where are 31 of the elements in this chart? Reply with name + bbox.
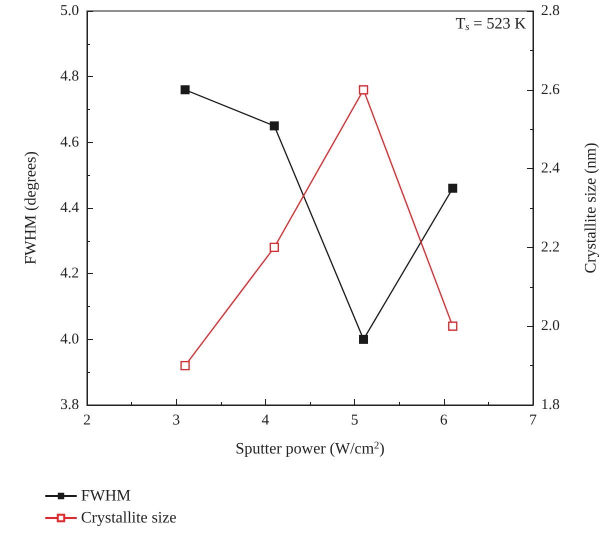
point (448, 184, 458, 193)
x-tick-label: 3 (172, 412, 180, 428)
x-tick-label: 7 (529, 412, 538, 428)
x-tick-label: 6 (440, 412, 448, 428)
y2-tick-label: 2.4 (541, 160, 560, 177)
point (448, 322, 458, 331)
point (270, 121, 279, 130)
y2-axis-title: Crystallite size (nm) (582, 142, 600, 274)
y-tick-label: 4.2 (60, 266, 79, 282)
y2-tick-label: 2.2 (541, 239, 560, 256)
legend-label: Crystallite size (81, 510, 177, 526)
y2-tick-label: 2.0 (541, 318, 560, 334)
y2-tick-label: 2.8 (541, 3, 560, 19)
legend-label: FWHM (81, 488, 131, 504)
y-tick-label: 4.8 (60, 68, 79, 85)
y2-tick-label: 1.8 (541, 397, 560, 413)
point (359, 334, 368, 344)
point (180, 360, 190, 370)
x-tick-label: 5 (350, 412, 358, 428)
x-tick-label: 2 (83, 412, 91, 428)
point (358, 85, 368, 94)
y-tick-label: 4.0 (60, 331, 79, 348)
y-tick-label: 5.0 (60, 3, 79, 19)
x-tick-label: 4 (262, 412, 270, 428)
point (270, 242, 279, 252)
y2-tick-label: 2.6 (541, 82, 560, 98)
y-axis-title: FWHM (degrees) (22, 151, 40, 265)
y-tick-label: 4.4 (60, 200, 80, 216)
point (180, 85, 190, 94)
y-tick-label: 4.6 (60, 134, 80, 150)
y-tick-label: 3.8 (60, 397, 79, 413)
